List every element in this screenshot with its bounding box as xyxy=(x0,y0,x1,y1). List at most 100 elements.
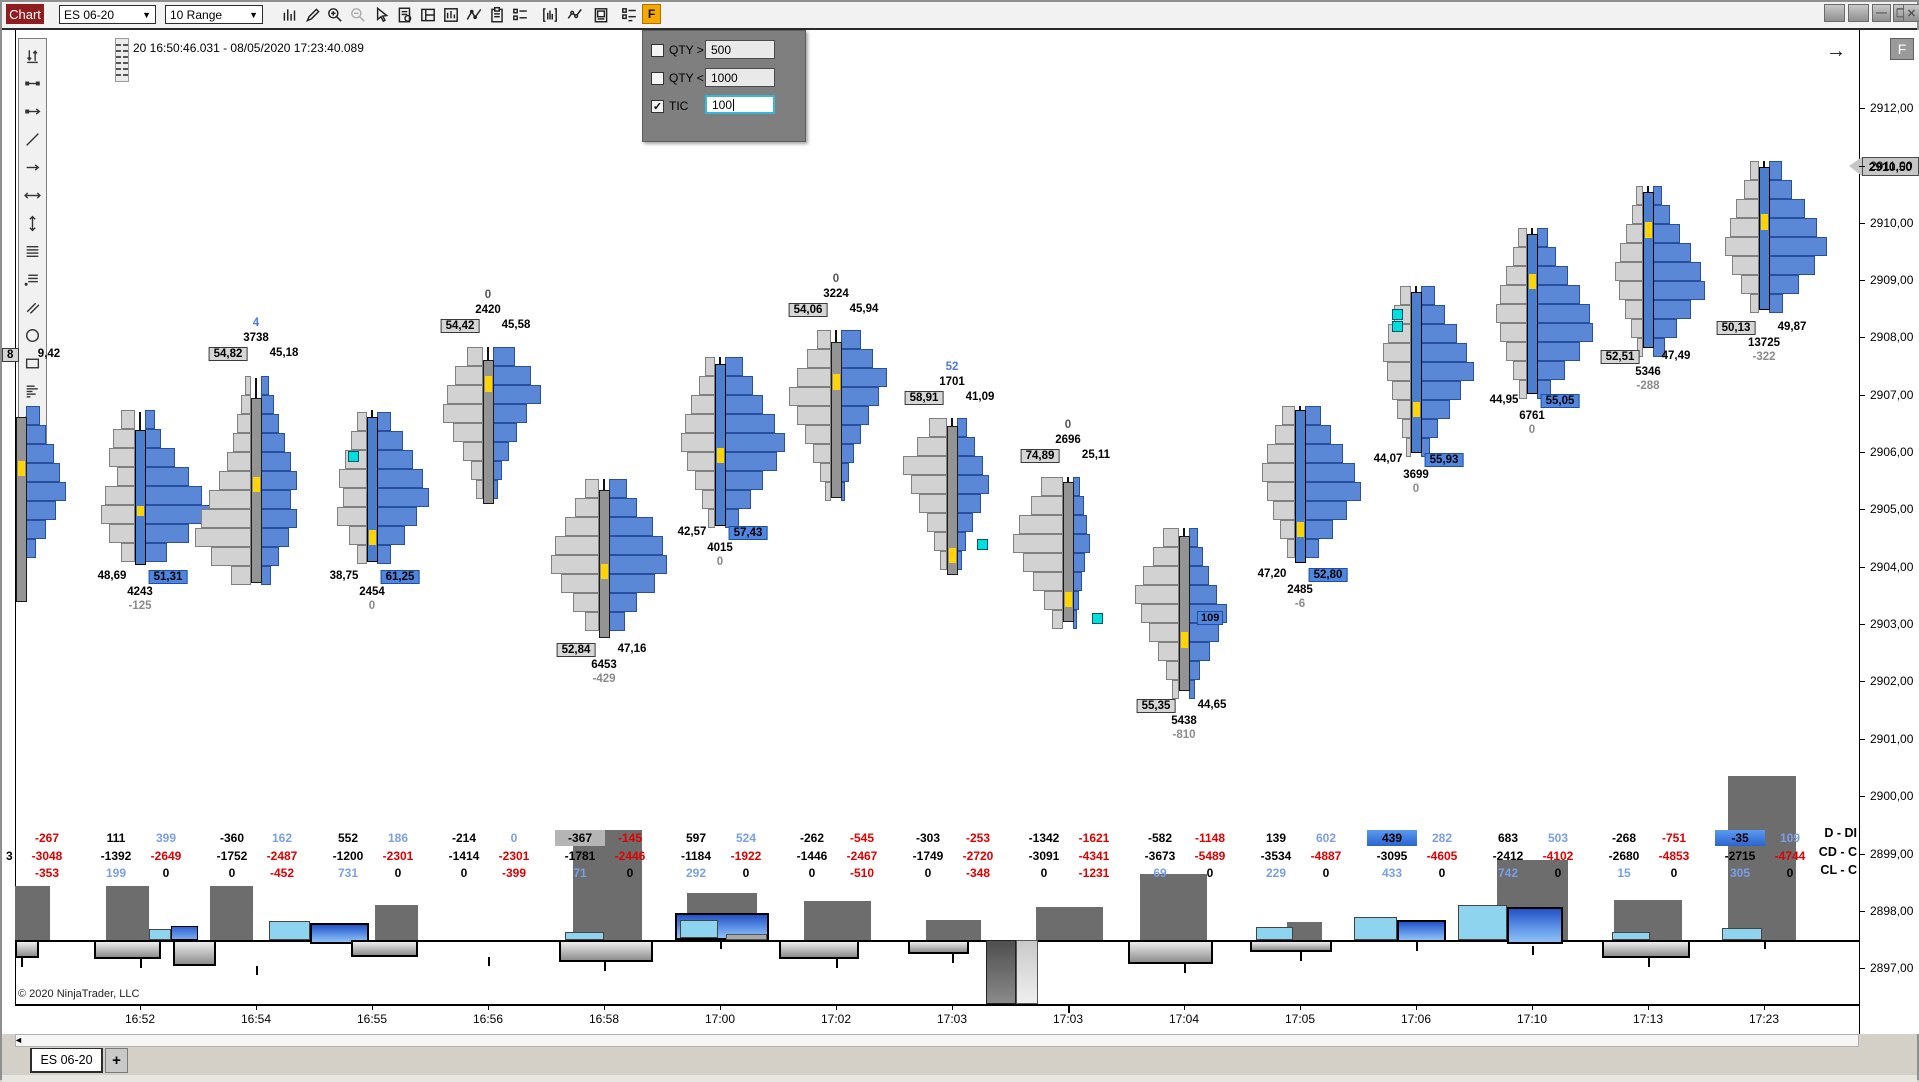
time-tick-label: 17:03 xyxy=(937,1012,967,1026)
horizontal-scrollbar[interactable]: ◄ xyxy=(15,1034,1859,1047)
profile-bar-left xyxy=(1166,661,1179,680)
data-box-icon[interactable] xyxy=(417,4,438,25)
delta-bottom-label: 0 xyxy=(369,600,375,612)
blank-button[interactable] xyxy=(1824,4,1845,22)
ray-icon[interactable] xyxy=(20,97,45,125)
zoom-in-icon[interactable] xyxy=(324,4,345,25)
profile-bar-right xyxy=(1537,228,1548,247)
arrow-line-icon[interactable] xyxy=(20,153,45,181)
footprint-stat: -353 xyxy=(35,866,59,880)
ellipse-icon[interactable] xyxy=(20,321,45,349)
minimize-button[interactable]: — xyxy=(1872,4,1891,22)
pct-left-label: 44,07 xyxy=(1374,453,1403,465)
profile-bar-left xyxy=(1392,381,1411,400)
add-tab-button[interactable]: + xyxy=(105,1048,128,1073)
footprint-stat: -1922 xyxy=(731,849,762,863)
title-bar: Chart ES 06-20 ▼ 10 Range ▼ F — ❐ ✕ xyxy=(2,2,1917,30)
profile-bar-left xyxy=(805,425,831,444)
time-tick xyxy=(140,1004,141,1010)
footer-bar-dark xyxy=(375,905,418,940)
time-tick xyxy=(836,1004,837,1010)
footprint-stat: -452 xyxy=(270,866,294,880)
close-button[interactable]: ✕ xyxy=(1903,4,1919,22)
qty-gt-input[interactable]: 500 xyxy=(705,40,775,59)
footprint-stat: 439 xyxy=(1382,831,1402,845)
sort-arrows-icon[interactable] xyxy=(20,41,45,69)
footer-tick xyxy=(1068,1004,1070,1013)
pct-left-label: 48,69 xyxy=(98,570,127,582)
tic-checkbox[interactable]: ✓ xyxy=(651,100,664,113)
footprint-stat: -1414 xyxy=(449,849,480,863)
page-search-icon[interactable] xyxy=(394,4,415,25)
profile-bar-right xyxy=(1653,300,1691,319)
price-tick xyxy=(1859,739,1865,740)
pct-right-label: 57,43 xyxy=(729,526,768,540)
pct-left-label: 55,35 xyxy=(1137,699,1176,713)
price-tick-label: 2907,00 xyxy=(1870,388,1913,402)
footprint-stat: 0 xyxy=(1787,866,1794,880)
profile-bar-left xyxy=(349,526,367,545)
profile-bar-left xyxy=(1031,496,1063,515)
instrument-select[interactable]: ES 06-20 ▼ xyxy=(59,5,156,24)
candle-body xyxy=(1527,234,1538,394)
profile-bar-right xyxy=(1305,520,1333,539)
parallel-lines-icon[interactable] xyxy=(20,293,45,321)
blank-button[interactable] xyxy=(1848,4,1869,22)
profile-bar-left xyxy=(797,368,831,387)
profile-bar-left xyxy=(1500,285,1527,304)
price-tick xyxy=(1859,911,1865,912)
goto-latest-arrow[interactable]: → xyxy=(1826,40,1846,63)
tic-input[interactable]: 100 xyxy=(705,95,775,114)
qty-gt-checkbox[interactable] xyxy=(651,44,664,57)
qty-lt-checkbox[interactable] xyxy=(651,72,664,85)
profile-bar-left xyxy=(463,442,483,461)
filter-button[interactable]: F xyxy=(642,4,661,24)
extended-line-icon[interactable] xyxy=(20,181,45,209)
segment-icon[interactable] xyxy=(20,69,45,97)
footprint-stat: 199 xyxy=(106,866,126,880)
footer-bar-dark xyxy=(926,920,981,940)
axis-filter-badge[interactable]: F xyxy=(1890,38,1914,60)
checklist2-icon[interactable] xyxy=(618,4,639,25)
cursor-icon[interactable] xyxy=(370,4,391,25)
pct-right-label: 52,80 xyxy=(1309,568,1348,582)
delta-bottom-label: -322 xyxy=(1752,351,1775,363)
clipboard-icon[interactable] xyxy=(486,4,507,25)
candle-body xyxy=(831,342,842,498)
text-lines-icon[interactable] xyxy=(20,265,45,293)
range-select[interactable]: 10 Range ▼ xyxy=(165,5,263,24)
checklist-icon[interactable] xyxy=(509,4,530,25)
trend-line-icon[interactable] xyxy=(20,125,45,153)
volume-chart-icon[interactable] xyxy=(279,4,300,25)
chart-box-icon[interactable] xyxy=(440,4,461,25)
bracket-chart-icon[interactable] xyxy=(539,4,560,25)
vertical-range-icon[interactable] xyxy=(20,209,45,237)
fib-lines-icon[interactable] xyxy=(20,237,45,265)
pencil-icon[interactable] xyxy=(302,4,323,25)
profile-bar-left xyxy=(1135,585,1179,604)
footprint-stat: -582 xyxy=(1148,831,1172,845)
zigzag-icon[interactable] xyxy=(463,4,484,25)
footprint-stat: -3091 xyxy=(1029,849,1060,863)
footprint-stat: -1781 xyxy=(565,849,596,863)
volume-profile-icon[interactable] xyxy=(20,377,45,405)
clipboard-chart-icon[interactable] xyxy=(590,4,611,25)
zigzag-dots-icon[interactable] xyxy=(564,4,585,25)
profile-bar-left xyxy=(447,385,483,404)
scroll-left-arrow[interactable]: ◄ xyxy=(12,1034,25,1046)
profile-bar-right xyxy=(26,539,36,558)
profile-bar-right xyxy=(609,555,667,574)
candle-wick xyxy=(1183,528,1185,536)
cyan-signal-marker xyxy=(1392,321,1403,332)
footer-tick xyxy=(488,957,490,966)
qty-lt-input[interactable]: 1000 xyxy=(705,68,775,87)
profile-bar-left xyxy=(113,429,135,448)
instrument-value: ES 06-20 xyxy=(64,8,114,22)
series-grip[interactable] xyxy=(115,38,129,82)
profile-bar-left xyxy=(1506,342,1527,361)
profile-bar-left xyxy=(1506,266,1527,285)
tab-es-06-20[interactable]: ES 06-20 xyxy=(30,1048,103,1073)
profile-bar-right xyxy=(957,494,981,513)
zoom-out-icon[interactable] xyxy=(347,4,368,25)
